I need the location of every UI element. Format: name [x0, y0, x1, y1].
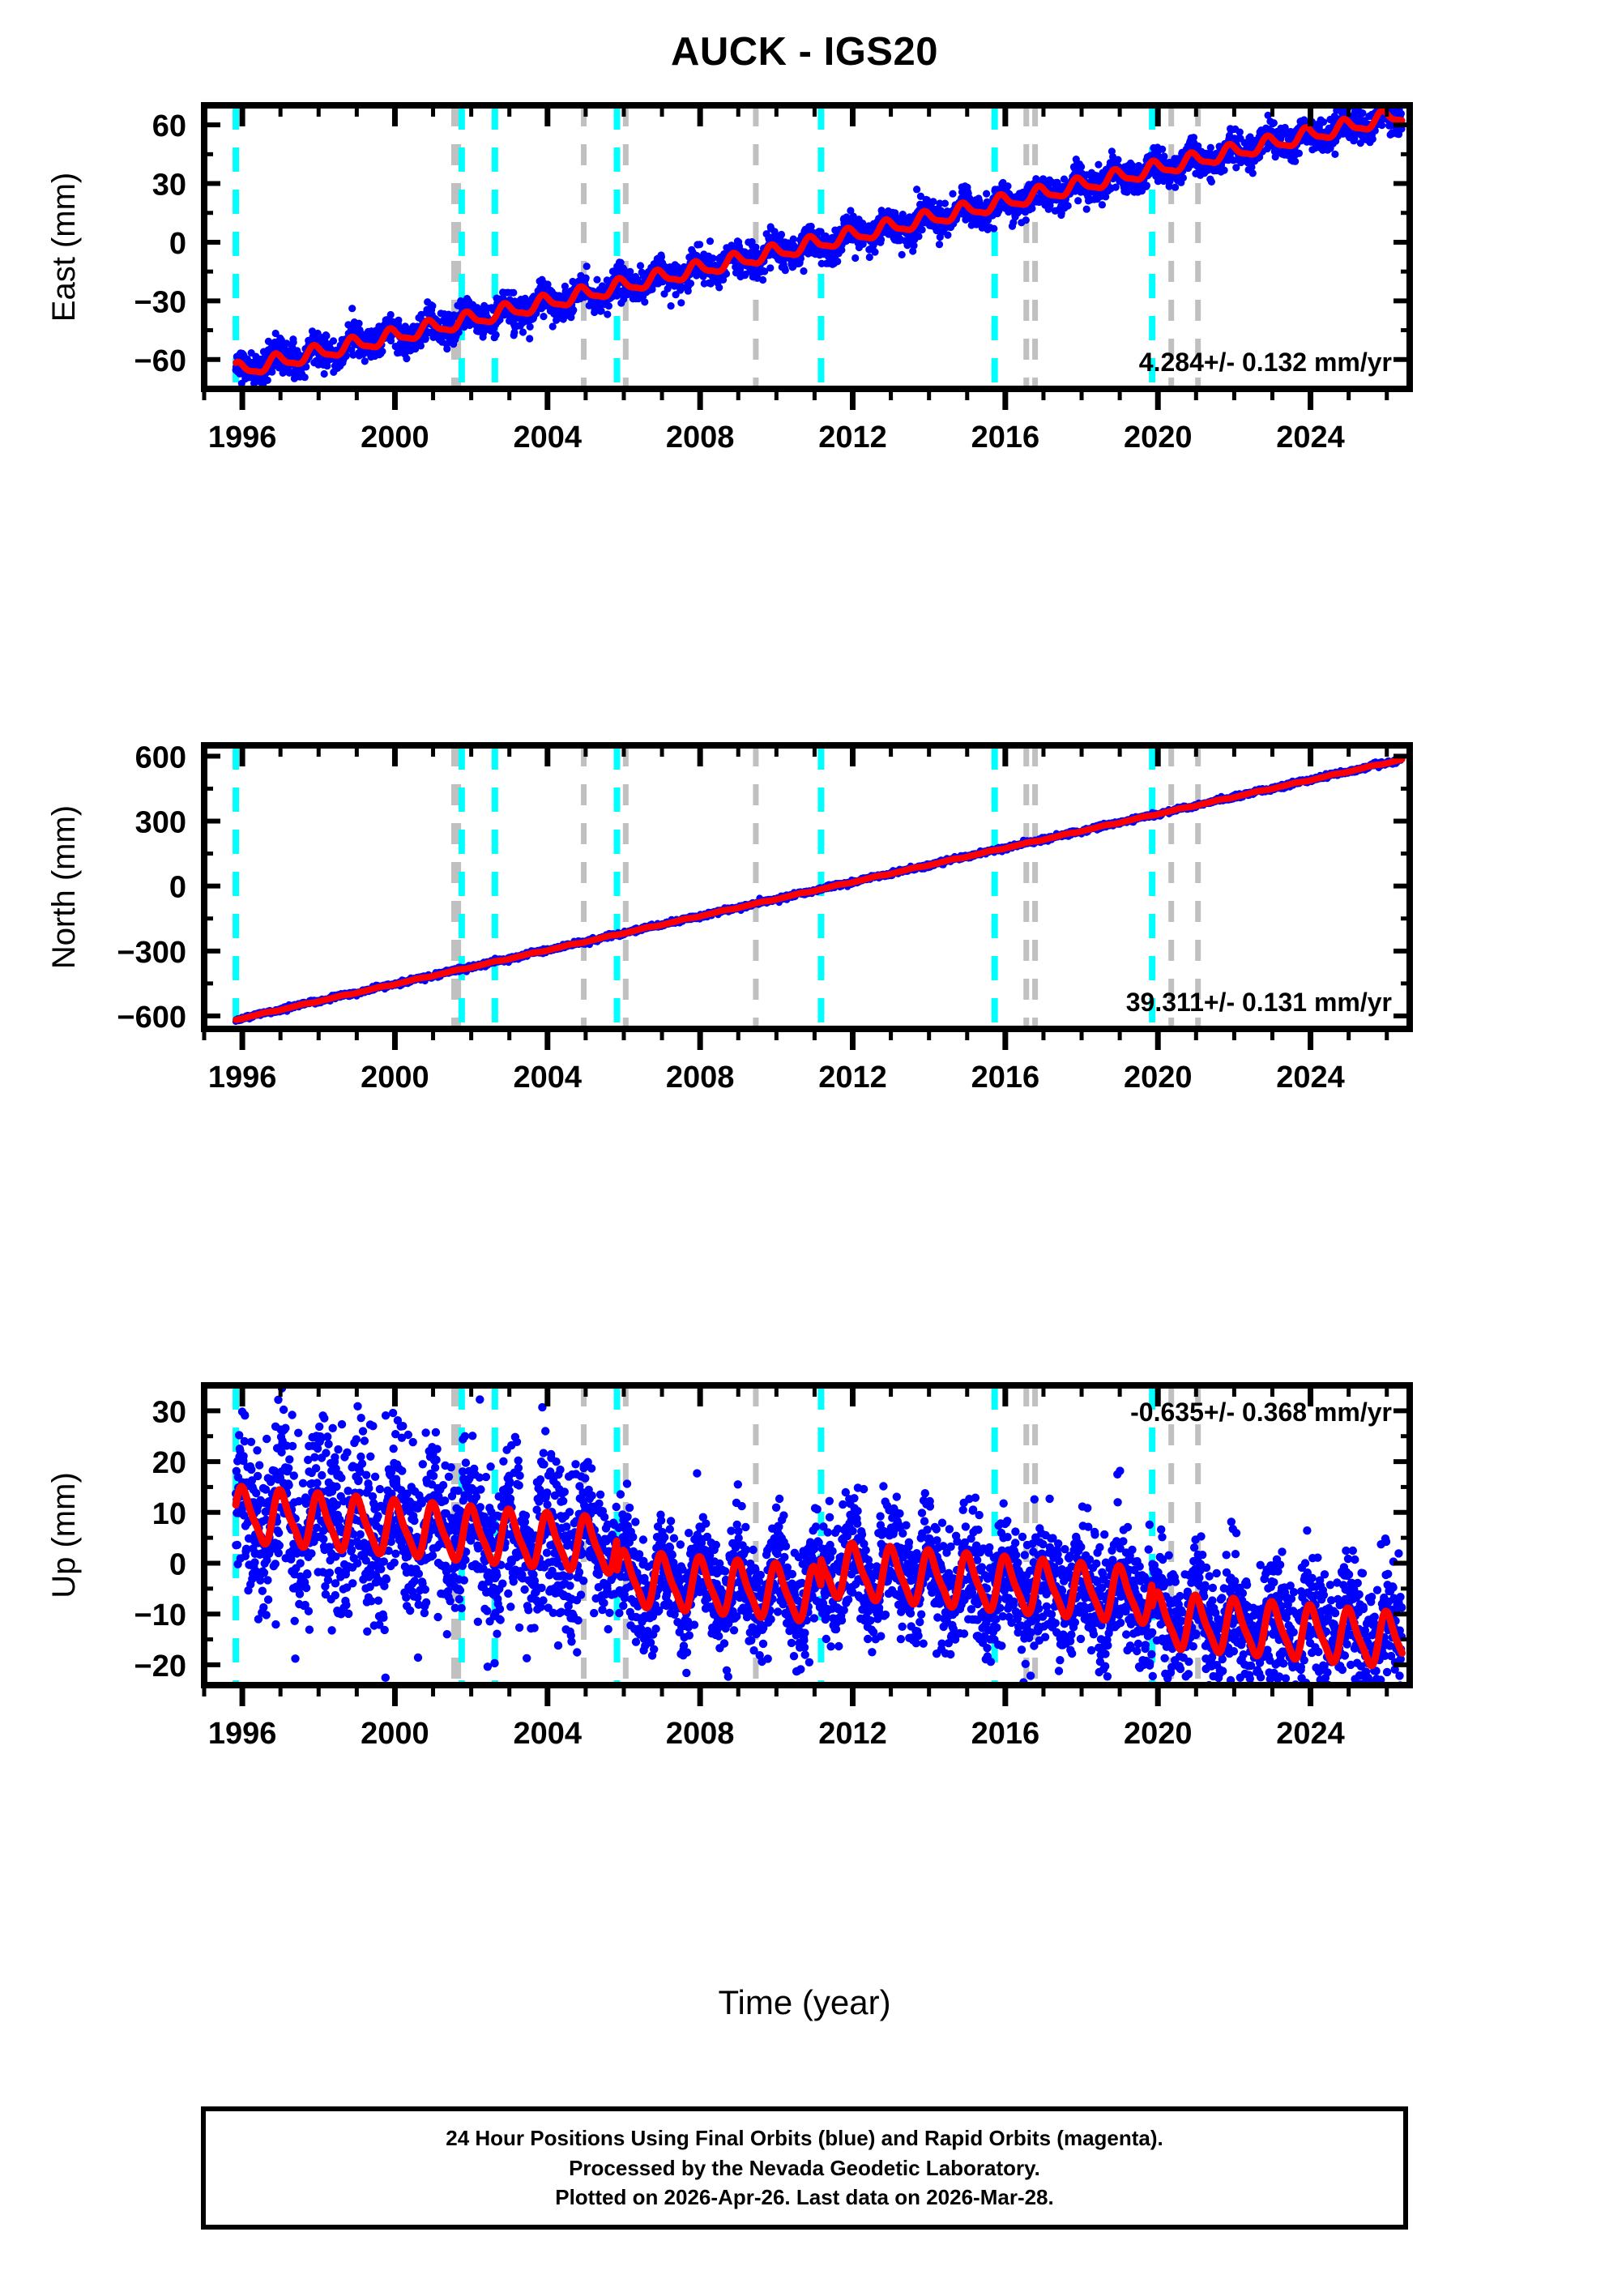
chart-north: 600 300 0 −300 −600 North (mm) 1996 2000 2004 200…	[46, 740, 1413, 1095]
model-fit-line	[233, 756, 1406, 1023]
y-tick-label: −600	[117, 1001, 186, 1035]
y-tick-label: −60	[134, 344, 186, 378]
x-tick-label: 2012	[818, 1061, 887, 1095]
x-tick-label: 2008	[666, 420, 735, 455]
y-axis: 60 30 0 −30 −60	[134, 109, 1410, 391]
x-tick-label: 1996	[208, 1717, 277, 1751]
model-fit-line	[233, 107, 1406, 376]
x-tick-label: 2024	[1276, 1717, 1345, 1751]
x-tick-label: 2004	[514, 1061, 583, 1095]
x-tick-label: 2008	[666, 1061, 735, 1095]
x-tick-label: 2016	[971, 420, 1040, 455]
x-tick-label: 1996	[208, 420, 277, 455]
chart-east: 60 30 0 −30 −60 East (mm) 1996 2000 2004 2008 2012…	[46, 102, 1413, 455]
chart-up: 30 20 10 0 −10 −20 Up (mm) 1996 2000 2004 2008 2012…	[46, 1382, 1413, 1751]
y-axis: 30 20 10 0 −10 −20	[134, 1383, 1410, 1684]
x-tick-label: 2004	[514, 1717, 583, 1751]
x-tick-label: 2020	[1124, 1061, 1193, 1095]
y-tick-label: 0	[169, 227, 186, 261]
x-tick-label: 2020	[1124, 1717, 1193, 1751]
caption-line-3: Plotted on 2026-Apr-26. Last data on 202…	[555, 2185, 1054, 2210]
model-fit-line	[232, 1483, 1406, 1670]
x-tick-label: 2016	[971, 1061, 1040, 1095]
plot-frame	[201, 1382, 1413, 1688]
caption-line-1: 24 Hour Positions Using Final Orbits (bl…	[446, 2125, 1163, 2150]
x-tick-label: 2012	[818, 420, 887, 455]
x-tick-label: 2000	[361, 1061, 429, 1095]
y-axis: 600 300 0 −300 −600	[117, 740, 1410, 1035]
x-tick-label: 2000	[361, 420, 429, 455]
x-tick-label: 2020	[1124, 420, 1193, 455]
y-tick-label: −20	[134, 1649, 186, 1684]
caption-box: 24 Hour Positions Using Final Orbits (bl…	[201, 2106, 1408, 2230]
panel-up: 30 20 10 0 −10 −20 Up (mm) 1996 2000 2004 2008 2012…	[0, 1361, 1609, 1977]
y-tick-label: 10	[152, 1497, 186, 1531]
y-tick-label: 0	[169, 1547, 186, 1581]
y-axis-title: North (mm)	[46, 805, 82, 969]
y-tick-label: 20	[152, 1446, 186, 1480]
page-title: AUCK - IGS20	[670, 30, 938, 74]
break-lines	[233, 745, 1201, 1029]
y-tick-label: 30	[152, 169, 186, 203]
x-tick-label: 1996	[208, 1061, 277, 1095]
plot-frame	[201, 102, 1413, 392]
x-axis: 1996 2000 2004 2008 2012 2016 2020 2024	[202, 745, 1389, 1095]
x-tick-label: 2016	[971, 1717, 1040, 1751]
y-axis-title: East (mm)	[46, 173, 82, 322]
y-tick-label: 30	[152, 1395, 186, 1429]
y-tick-label: −300	[117, 936, 186, 970]
y-tick-label: 0	[169, 871, 186, 905]
x-tick-label: 2012	[818, 1717, 887, 1751]
x-axis: 1996 2000 2004 2008 2012 2016 2020 2024	[202, 1385, 1389, 1751]
x-tick-label: 2008	[666, 1717, 735, 1751]
x-axis: 1996 2000 2004 2008 2012 2016 2020 2024	[202, 105, 1389, 455]
rate-annotation: 39.311+/- 0.131 mm/yr	[1126, 988, 1392, 1017]
x-tick-label: 2024	[1276, 420, 1345, 455]
x-axis-title: Time (year)	[718, 1983, 891, 2021]
y-tick-label: 300	[135, 806, 186, 840]
rate-annotation: 4.284+/- 0.132 mm/yr	[1139, 348, 1392, 377]
y-tick-label: 600	[135, 740, 186, 775]
y-tick-label: 60	[152, 109, 186, 143]
x-tick-label: 2024	[1276, 1061, 1345, 1095]
break-lines	[233, 105, 1201, 389]
rate-annotation: -0.635+/- 0.368 mm/yr	[1130, 1398, 1392, 1427]
caption-line-2: Processed by the Nevada Geodetic Laborat…	[569, 2155, 1040, 2180]
x-tick-label: 2000	[361, 1717, 429, 1751]
y-tick-label: −30	[134, 285, 186, 319]
y-axis-title: Up (mm)	[46, 1472, 82, 1598]
y-tick-label: −10	[134, 1598, 186, 1632]
x-tick-label: 2004	[514, 420, 583, 455]
panel-east: 60 30 0 −30 −60 East (mm) 1996 2000 2004 2008 2012…	[0, 81, 1609, 721]
panel-north: 600 300 0 −300 −600 North (mm) 1996 2000 2004 200…	[0, 721, 1609, 1361]
